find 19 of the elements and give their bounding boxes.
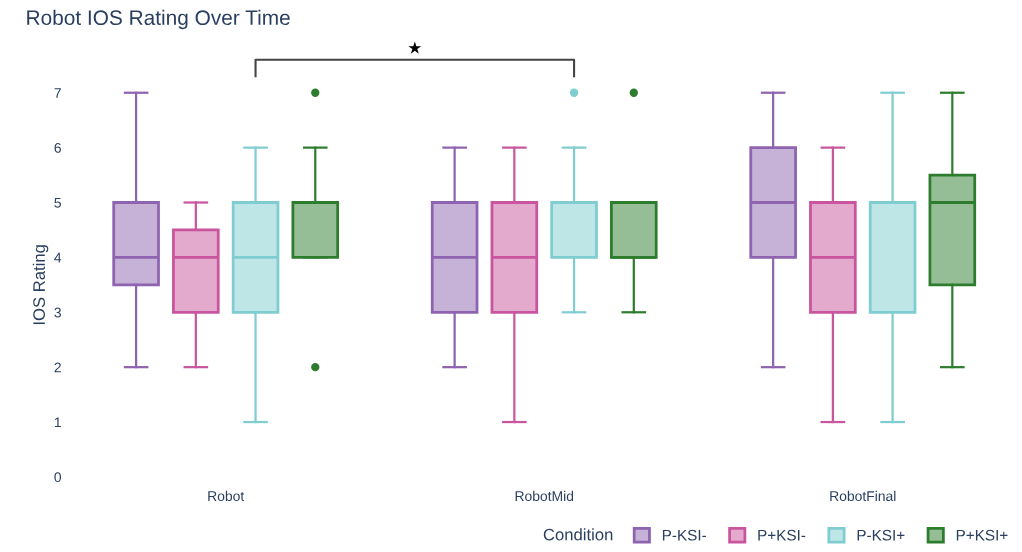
y-axis-title: IOS Rating	[32, 245, 49, 325]
y-tick-label: 5	[54, 197, 61, 208]
text: ★	[408, 41, 422, 54]
legend-label: P+KSI-	[758, 529, 806, 541]
legend-label: P+KSI+	[956, 529, 1008, 541]
y-tick-label: 1	[54, 417, 61, 428]
legend-title: Condition	[543, 528, 613, 541]
y-tick-label: 2	[54, 362, 61, 373]
x-tick-label: Robot	[208, 490, 245, 502]
x-tick-label: RobotFinal	[830, 490, 896, 502]
x-tick-label: RobotMid	[515, 490, 574, 502]
legend-label: P-KSI-	[662, 529, 706, 541]
y-tick-label: 0	[54, 472, 62, 483]
y-tick-label: 3	[54, 307, 61, 318]
y-tick-label: 7	[54, 88, 61, 98]
chart-title: Robot IOS Rating Over Time	[27, 9, 290, 30]
y-tick-label: 6	[54, 142, 61, 153]
y-tick-label: 4	[54, 252, 62, 263]
legend-label: P-KSI+	[857, 529, 905, 541]
